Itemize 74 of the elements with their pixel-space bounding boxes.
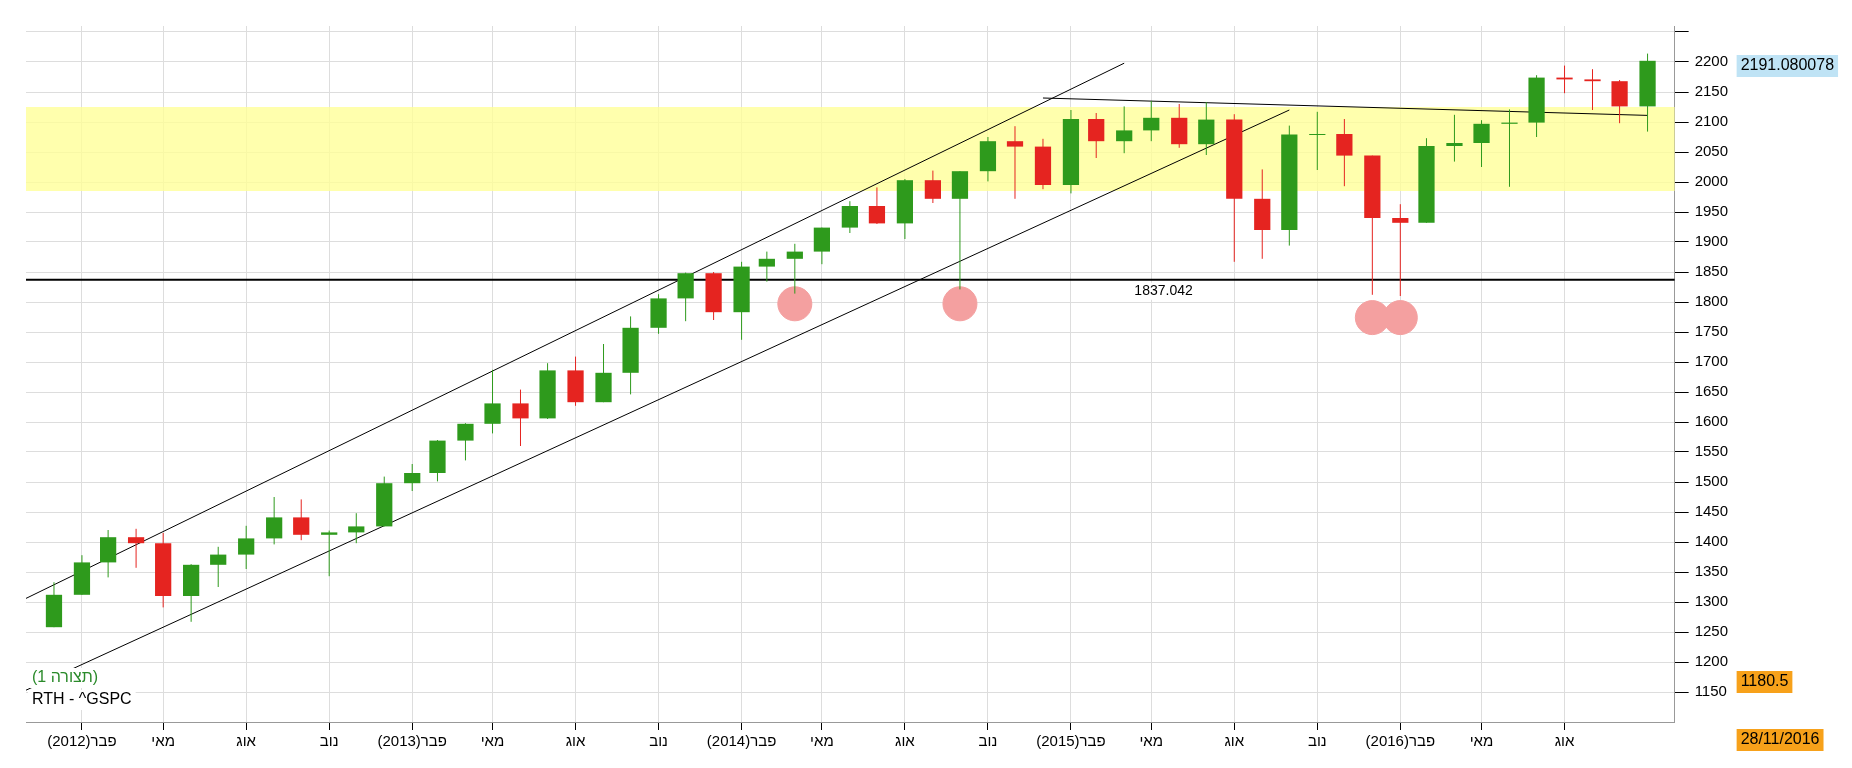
ref-line-label: 1837.042: [1134, 281, 1193, 298]
y-tick-label: 1900: [1694, 232, 1729, 250]
x-tick-label: מאי: [480, 732, 505, 750]
x-tick-label: אוג: [236, 732, 257, 750]
y-tick-label: 1950: [1694, 202, 1729, 220]
candlestick: [293, 498, 310, 541]
x-tick-label: מאי: [1469, 732, 1494, 750]
x-tick-label: פבר(2015): [1036, 732, 1106, 750]
candlestick: [1584, 68, 1601, 111]
candlestick: [1336, 118, 1353, 187]
y-tick-label: 1150: [1694, 682, 1727, 700]
candlestick: [924, 170, 941, 204]
y-tick-label: 2000: [1694, 172, 1729, 190]
x-tick-label: אוג: [1224, 732, 1245, 750]
candlestick: [786, 243, 803, 295]
candlestick: [1446, 114, 1463, 163]
y-tick-label: 1700: [1694, 352, 1729, 370]
y-tick-label: 2100: [1694, 112, 1729, 130]
y-tick-label: 1350: [1694, 562, 1729, 580]
candlestick: [813, 227, 831, 265]
candlestick: [404, 463, 421, 492]
candlestick: [512, 389, 529, 447]
y-tick-label: 1550: [1694, 442, 1729, 460]
candlestick: [1088, 112, 1105, 159]
candlestick: [758, 251, 775, 283]
y-tick-label: 1400: [1694, 532, 1729, 550]
y-tick-label: 1300: [1694, 592, 1729, 610]
annotation: RTH - ^GSPC: [32, 690, 132, 708]
candlestick: [127, 528, 145, 569]
y-tick-label: 1650: [1694, 382, 1729, 400]
candlestick: [348, 512, 365, 544]
x-tick-label: מאי: [151, 732, 175, 750]
candlestick: [1309, 111, 1326, 171]
text: 28/11/2016: [1740, 730, 1820, 748]
x-tick-label: נוב: [649, 732, 668, 750]
y-tick-label: 1250: [1694, 622, 1729, 640]
candlestick: [868, 186, 886, 225]
x-tick-label: נוב: [978, 732, 998, 750]
candlestick: [484, 369, 501, 434]
y-tick-label: 1850: [1694, 262, 1729, 280]
y-tick-label: 1750: [1694, 322, 1729, 340]
y-tick-label: 1800: [1694, 292, 1729, 310]
x-tick-label: פבר(2013): [377, 732, 447, 750]
y-tick-label: 1200: [1694, 652, 1729, 670]
text: 1180.5: [1740, 672, 1789, 690]
candlestick: [1473, 119, 1490, 168]
x-tick-label: מאי: [1139, 732, 1164, 750]
y-tick-label: 1600: [1694, 412, 1729, 430]
y-tick-label: 1450: [1694, 502, 1729, 520]
candlestick: [238, 525, 255, 570]
x-tick-label: אוג: [565, 732, 586, 750]
x-tick-label: אוג: [895, 732, 916, 750]
candlestick: [457, 422, 474, 461]
text: 2191.080078: [1740, 56, 1835, 74]
y-tick-label: 1500: [1694, 472, 1729, 490]
candlestick: [266, 496, 283, 545]
x-tick-label: פבר(2014): [706, 732, 777, 750]
y-tick-label: 2150: [1694, 82, 1729, 100]
x-tick-label: פבר(2012): [47, 732, 117, 750]
candlestick: [210, 546, 227, 588]
candlestick: [841, 200, 858, 234]
x-tick-label: נוב: [1307, 732, 1327, 750]
annotation: (תצורה 1): [32, 668, 99, 686]
x-tick-label: נוב: [319, 732, 339, 750]
candlestick: [1116, 105, 1133, 154]
x-tick-label: מאי: [810, 732, 834, 750]
candlestick: [1006, 125, 1024, 200]
x-tick-label: אוג: [1554, 732, 1575, 750]
candlestick: [1143, 100, 1160, 142]
candlestick: [321, 530, 338, 577]
y-tick-label: 2050: [1694, 142, 1729, 160]
candlestick: [1392, 203, 1409, 297]
y-tick-label: 2200: [1694, 52, 1729, 70]
x-tick-label: פבר(2016): [1365, 732, 1436, 750]
